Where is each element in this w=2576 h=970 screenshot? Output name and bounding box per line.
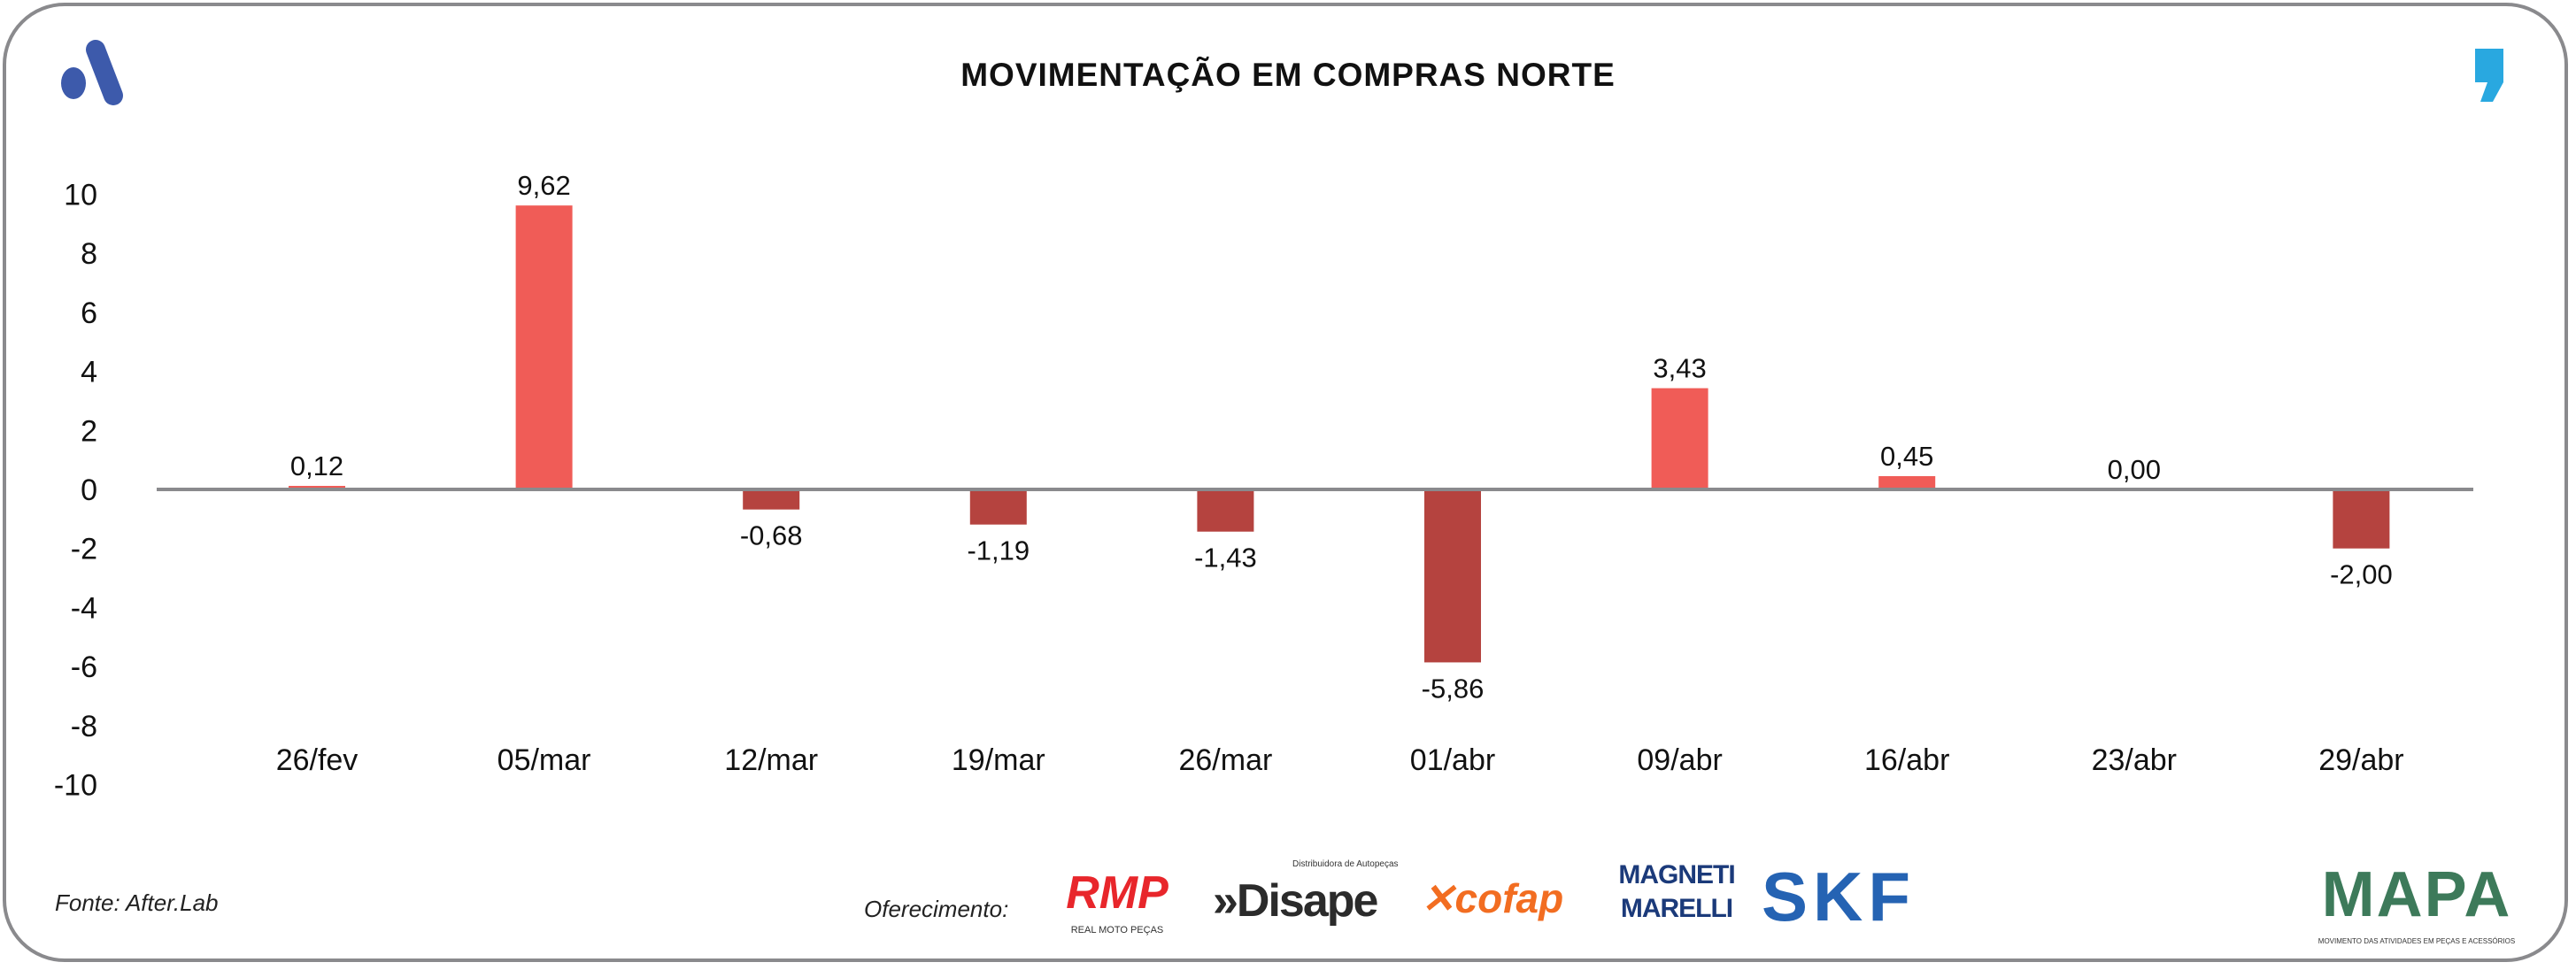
bar-29/abr [2333,489,2390,549]
y-tick-label: -4 [71,591,97,625]
data-label: 0,12 [290,450,343,481]
bar-01/abr [1424,489,1481,663]
disape-tagline: Distribuidora de Autopeças [1292,859,1399,869]
cofap-logo-text: cofap [1454,875,1564,921]
bar-26/fev [289,485,345,489]
rmp-tagline: REAL MOTO PEÇAS [1070,925,1164,935]
x-tick-label: 09/abr [1637,743,1722,777]
x-tick-label: 12/mar [724,743,818,777]
sponsor-label: Oferecimento: [864,896,1009,922]
disape-logo: Distribuidora de Autopeças »Disape [1213,858,1399,928]
y-tick-label: 10 [64,179,97,212]
data-label: -0,68 [740,520,803,551]
x-tick-label: 05/mar [497,743,591,777]
y-tick-label: 4 [81,356,97,389]
y-tick-label: 6 [81,296,97,330]
y-tick-label: 0 [81,473,97,507]
cofap-x-icon: ✕ [1421,875,1455,921]
skf-logo: SKF [1762,858,1916,935]
mapa-logo-text: MAPA [2321,859,2512,930]
data-label: -2,00 [2330,559,2393,590]
x-tick-label: 26/mar [1178,743,1272,777]
x-tick-label: 19/mar [952,743,1045,777]
afterlab-logo-icon [61,40,123,105]
data-label: 9,62 [517,170,570,201]
magneti-marelli-logo: MAGNETI MARELLI [1618,860,1735,923]
y-tick-label: 8 [81,237,97,271]
chart-frame [3,3,2568,962]
data-label: 3,43 [1653,353,1706,384]
y-tick-label: 2 [81,414,97,448]
rmp-logo-text: RMP [1066,867,1168,919]
bar-19/mar [969,489,1027,525]
chart-title: MOVIMENTAÇÃO EM COMPRAS NORTE [960,57,1616,93]
bar-26/mar [1197,489,1254,532]
chevron-icon: » [1213,875,1238,927]
data-label: -1,19 [967,535,1030,566]
rmp-logo: RMP REAL MOTO PEÇAS [1051,866,1184,936]
cofap-logo: ✕cofap [1421,874,1563,922]
mapa-tagline: MOVIMENTO DAS ATIVIDADES EM PEÇAS E ACES… [2318,937,2516,945]
data-label: -1,43 [1194,543,1257,574]
x-tick-label: 23/abr [2092,743,2177,777]
y-tick-label: -6 [71,651,97,684]
x-tick-label: 01/abr [1410,743,1495,777]
data-label: -5,86 [1422,673,1485,704]
quote-logo-icon [2475,49,2503,102]
bar-16/abr [1878,475,1936,489]
y-tick-label: -10 [54,769,97,803]
mapa-logo: MAPA MOVIMENTO DAS ATIVIDADES EM PEÇAS E… [2302,857,2532,946]
x-tick-label: 16/abr [1864,743,1949,777]
x-tick-label: 29/abr [2318,743,2403,777]
data-label: 0,45 [1880,441,1933,472]
y-tick-label: -2 [71,533,97,566]
source-note: Fonte: After.Lab [55,889,219,916]
disape-logo-text: Disape [1236,875,1379,927]
y-tick-label: -8 [71,710,97,743]
bar-09/abr [1651,388,1708,489]
bar-05/mar [515,205,573,489]
data-label: 0,00 [2108,454,2161,485]
bar-12/mar [743,489,800,510]
x-tick-label: 26/fev [276,743,359,777]
